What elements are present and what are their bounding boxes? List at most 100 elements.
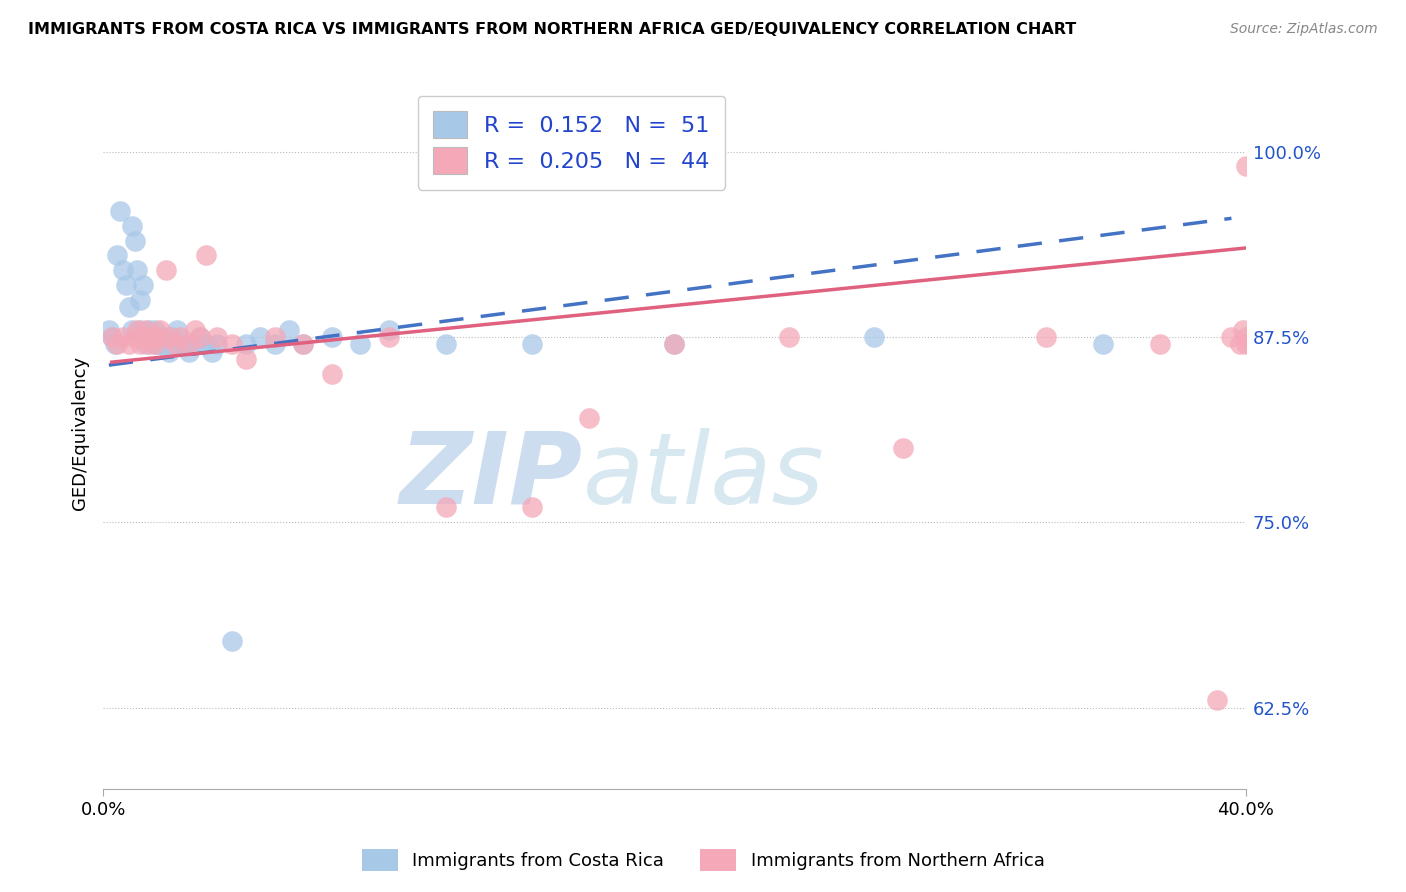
Point xyxy=(1220,330,1243,344)
Point xyxy=(201,344,224,359)
Point xyxy=(112,330,135,344)
Point xyxy=(100,330,122,344)
Point xyxy=(155,337,177,351)
Point xyxy=(1206,693,1229,707)
Point xyxy=(1232,322,1254,336)
Point xyxy=(292,337,315,351)
Point xyxy=(135,330,157,344)
Point xyxy=(235,337,257,351)
Point xyxy=(778,330,800,344)
Point xyxy=(149,337,172,351)
Point xyxy=(221,337,243,351)
Point xyxy=(277,322,299,336)
Legend: R =  0.152   N =  51, R =  0.205   N =  44: R = 0.152 N = 51, R = 0.205 N = 44 xyxy=(418,95,725,190)
Point xyxy=(177,337,200,351)
Point xyxy=(129,293,152,307)
Point xyxy=(157,344,180,359)
Text: atlas: atlas xyxy=(583,427,825,524)
Point xyxy=(1149,337,1171,351)
Point xyxy=(110,203,132,218)
Point xyxy=(141,330,163,344)
Legend: Immigrants from Costa Rica, Immigrants from Northern Africa: Immigrants from Costa Rica, Immigrants f… xyxy=(354,842,1052,879)
Point xyxy=(135,337,157,351)
Point xyxy=(263,337,285,351)
Point xyxy=(169,337,191,351)
Point xyxy=(1229,337,1251,351)
Point xyxy=(177,344,200,359)
Point xyxy=(188,330,211,344)
Point xyxy=(863,330,886,344)
Point xyxy=(146,330,169,344)
Point xyxy=(138,322,160,336)
Point xyxy=(141,330,163,344)
Point xyxy=(118,337,141,351)
Point xyxy=(115,278,138,293)
Point xyxy=(138,337,160,351)
Point xyxy=(263,330,285,344)
Point xyxy=(183,322,205,336)
Point xyxy=(1091,337,1114,351)
Point xyxy=(107,248,129,262)
Point xyxy=(207,330,229,344)
Text: ZIP: ZIP xyxy=(401,427,583,524)
Point xyxy=(97,322,120,336)
Point xyxy=(1234,160,1257,174)
Point xyxy=(143,337,166,351)
Point xyxy=(520,337,543,351)
Point xyxy=(292,337,315,351)
Point xyxy=(891,441,914,455)
Point xyxy=(1035,330,1057,344)
Point xyxy=(155,263,177,277)
Point xyxy=(221,634,243,648)
Point xyxy=(578,411,600,425)
Point xyxy=(127,263,149,277)
Point xyxy=(127,322,149,336)
Point xyxy=(1234,330,1257,344)
Point xyxy=(100,330,122,344)
Point xyxy=(112,263,135,277)
Point xyxy=(107,337,129,351)
Point xyxy=(378,322,401,336)
Point xyxy=(249,330,271,344)
Point xyxy=(132,278,155,293)
Point xyxy=(664,337,686,351)
Point xyxy=(124,330,146,344)
Point xyxy=(321,330,343,344)
Point xyxy=(183,337,205,351)
Point xyxy=(520,500,543,515)
Y-axis label: GED/Equivalency: GED/Equivalency xyxy=(72,356,89,510)
Point xyxy=(163,337,186,351)
Point xyxy=(321,367,343,381)
Point xyxy=(118,300,141,314)
Point xyxy=(188,330,211,344)
Point xyxy=(160,330,183,344)
Point xyxy=(163,337,186,351)
Point xyxy=(1234,337,1257,351)
Point xyxy=(124,234,146,248)
Point xyxy=(194,337,217,351)
Point xyxy=(434,500,457,515)
Point xyxy=(149,322,172,336)
Point xyxy=(129,337,152,351)
Point xyxy=(169,330,191,344)
Point xyxy=(434,337,457,351)
Point xyxy=(143,337,166,351)
Point xyxy=(143,322,166,336)
Point xyxy=(152,330,174,344)
Point xyxy=(378,330,401,344)
Text: Source: ZipAtlas.com: Source: ZipAtlas.com xyxy=(1230,22,1378,37)
Point xyxy=(349,337,371,351)
Point xyxy=(129,322,152,336)
Point xyxy=(172,337,194,351)
Point xyxy=(194,248,217,262)
Point xyxy=(166,322,188,336)
Point xyxy=(207,337,229,351)
Point xyxy=(121,219,143,233)
Text: IMMIGRANTS FROM COSTA RICA VS IMMIGRANTS FROM NORTHERN AFRICA GED/EQUIVALENCY CO: IMMIGRANTS FROM COSTA RICA VS IMMIGRANTS… xyxy=(28,22,1077,37)
Point xyxy=(664,337,686,351)
Point xyxy=(135,322,157,336)
Point xyxy=(146,337,169,351)
Point xyxy=(103,337,125,351)
Point xyxy=(132,330,155,344)
Point xyxy=(235,352,257,367)
